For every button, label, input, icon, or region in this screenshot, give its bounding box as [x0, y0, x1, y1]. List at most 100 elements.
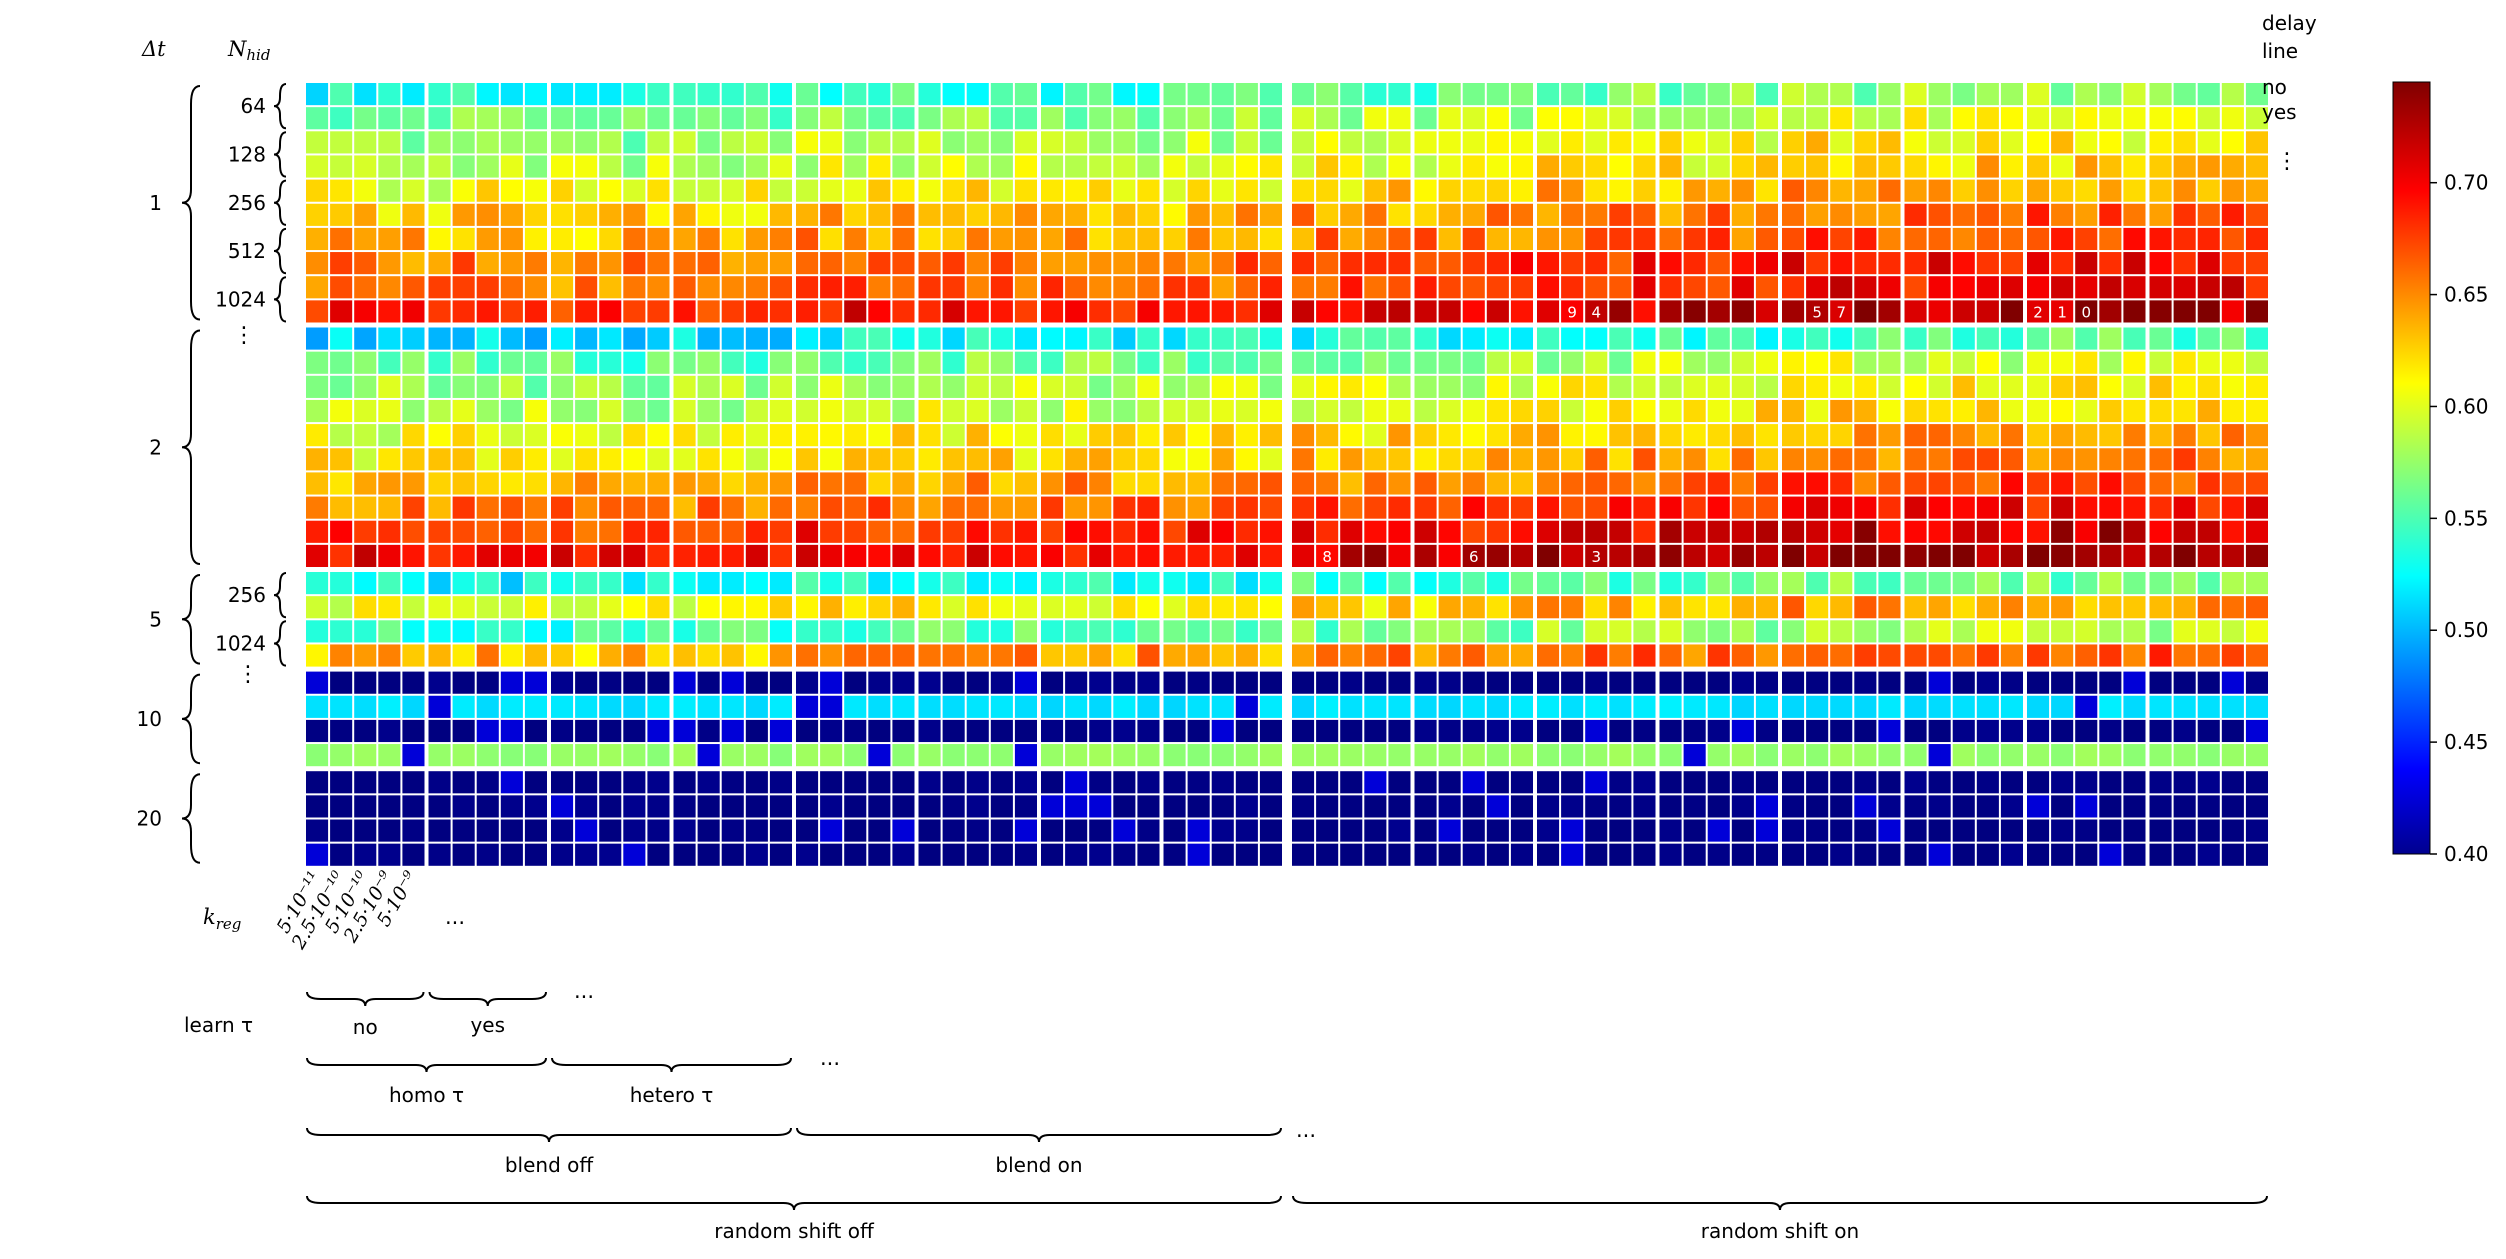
heatmap-cell	[918, 644, 941, 667]
heatmap-cell	[1952, 644, 1975, 667]
heatmap-cell	[721, 572, 744, 595]
heatmap-cell	[647, 203, 670, 226]
heatmap-cell	[1561, 424, 1584, 447]
heatmap-cell	[2051, 771, 2074, 794]
heatmap-cell	[1585, 771, 1608, 794]
heatmap-cell	[2027, 572, 2050, 595]
heatmap-cell	[1137, 252, 1160, 275]
heatmap-cell	[378, 399, 401, 423]
heatmap-cell	[647, 819, 670, 842]
heatmap-cell	[2051, 300, 2074, 323]
heatmap-cell	[647, 843, 670, 866]
heatmap-cell	[697, 472, 720, 495]
heatmap-cell	[2197, 596, 2220, 619]
heatmap-cell	[1561, 671, 1584, 694]
heatmap-cell	[1683, 520, 1706, 543]
heatmap-cell	[1014, 620, 1037, 643]
heatmap-cell	[1976, 252, 1999, 275]
heatmap-cell	[378, 496, 401, 519]
heatmap-cell	[623, 544, 646, 567]
heatmap-cell	[769, 843, 792, 866]
heatmap-cell	[2123, 448, 2146, 471]
heatmap-cell	[796, 544, 819, 567]
heatmap-cell	[1537, 596, 1560, 619]
heatmap-cell	[378, 644, 401, 667]
heatmap-cell	[2149, 719, 2172, 743]
heatmap-cell	[1755, 203, 1778, 226]
heatmap-cell	[990, 227, 1013, 251]
heatmap-cell	[1163, 351, 1186, 374]
heatmap-cell	[1904, 252, 1927, 275]
heatmap-cell	[1235, 424, 1258, 447]
heatmap-cell	[1364, 351, 1387, 374]
heatmap-cell	[1683, 572, 1706, 595]
heatmap-cell	[1235, 620, 1258, 643]
heatmap-cell	[306, 252, 329, 275]
heatmap-cell	[1585, 496, 1608, 519]
heatmap-cell	[673, 107, 696, 130]
heatmap-cell	[1137, 795, 1160, 818]
heatmap-cell	[500, 771, 523, 794]
heatmap-cell	[1041, 227, 1064, 251]
heatmap-cell	[1113, 596, 1136, 619]
heatmap-cell	[1041, 276, 1064, 299]
heatmap-cell	[1585, 448, 1608, 471]
heatmap-cell	[2149, 843, 2172, 866]
heatmap-cell	[2245, 327, 2268, 350]
heatmap-cell	[1609, 671, 1632, 694]
heatmap-cell	[524, 795, 547, 818]
heatmap-cell	[2221, 375, 2244, 398]
heatmap-cell	[1113, 375, 1136, 398]
heatmap-cell	[2221, 544, 2244, 567]
heatmap-cell	[1904, 719, 1927, 743]
heatmap-cell	[1952, 351, 1975, 374]
dt-group-label: 2	[149, 435, 162, 459]
heatmap-cell	[1782, 771, 1805, 794]
heatmap-cell	[1486, 819, 1509, 842]
heatmap-cell	[330, 620, 353, 643]
heatmap-cell	[378, 520, 401, 543]
heatmap-cell	[1633, 375, 1656, 398]
heatmap-cell	[1438, 843, 1461, 866]
heatmap-cell	[1235, 155, 1258, 178]
heatmap-cell	[1340, 671, 1363, 694]
heatmap-cell	[1731, 155, 1754, 178]
dt-group-label: 10	[137, 707, 162, 731]
heatmap-cell	[428, 375, 451, 398]
heatmap-cell	[1782, 744, 1805, 767]
heatmap-cell	[844, 252, 867, 275]
heatmap-cell	[892, 771, 915, 794]
heatmap-cell	[721, 424, 744, 447]
heatmap-cell	[2027, 327, 2050, 350]
heatmap-cell	[2245, 276, 2268, 299]
heatmap-cell	[476, 227, 499, 251]
heatmap-cell	[1089, 620, 1112, 643]
heatmap-cell	[942, 203, 965, 226]
heatmap-cell	[2099, 252, 2122, 275]
heatmap-cell	[1976, 572, 1999, 595]
nhid-group-label: 256	[228, 191, 266, 215]
dt-axis-label: Δt	[141, 37, 166, 61]
heatmap-cell	[599, 695, 622, 718]
heatmap-cell	[673, 252, 696, 275]
heatmap-cell	[1878, 83, 1901, 106]
heatmap-cell	[1014, 448, 1037, 471]
heatmap-cell	[623, 131, 646, 154]
heatmap-cell	[918, 771, 941, 794]
heatmap-cell	[1235, 671, 1258, 694]
heatmap-cell	[1340, 424, 1363, 447]
heatmap-cell	[745, 107, 768, 130]
heatmap-cell	[1438, 572, 1461, 595]
heatmap-cell	[1364, 719, 1387, 743]
heatmap-cell	[1609, 107, 1632, 130]
heatmap-cell	[2149, 252, 2172, 275]
heatmap-cell	[990, 596, 1013, 619]
heatmap-cell	[2027, 448, 2050, 471]
heatmap-cell	[844, 472, 867, 495]
heatmap-cell	[1486, 203, 1509, 226]
heatmap-cell	[769, 620, 792, 643]
heatmap-cell	[575, 300, 598, 323]
heatmap-cell	[2123, 351, 2146, 374]
heatmap-cell	[452, 448, 475, 471]
heatmap-cell	[647, 155, 670, 178]
